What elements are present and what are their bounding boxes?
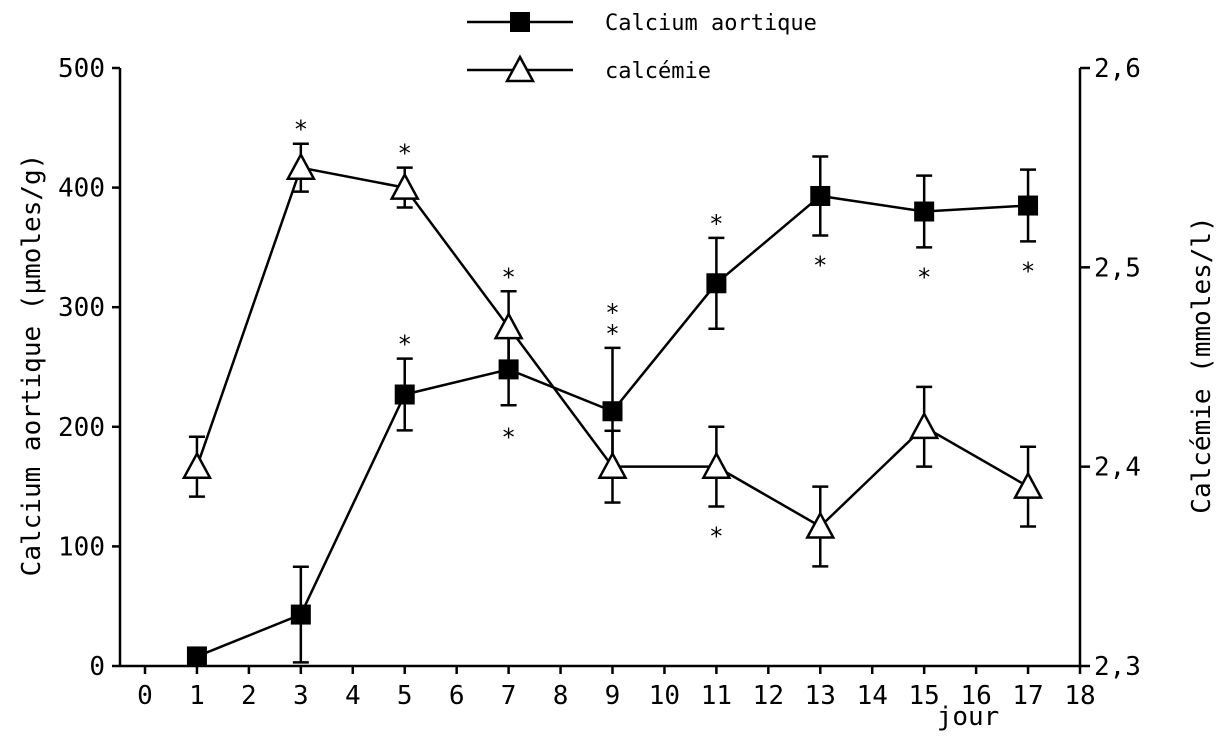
series-group: ***** * ****** xyxy=(181,116,1044,667)
significance-star: * xyxy=(397,140,411,168)
y-left-tick-label: 400 xyxy=(58,174,105,204)
legend: Calcium aortique calcémie xyxy=(467,11,817,84)
x-tick-label: 18 xyxy=(1064,681,1095,711)
x-tick-label: 6 xyxy=(449,681,465,711)
series-calcium-aortique: ***** * * xyxy=(186,155,1039,667)
y-right-tick-label: 2,4 xyxy=(1094,453,1141,483)
y-right-tick-label: 2,6 xyxy=(1094,54,1141,84)
series-calcemie: ***** xyxy=(181,116,1044,568)
significance-star: * xyxy=(813,251,827,279)
data-point-triangle xyxy=(701,451,732,479)
data-point-triangle xyxy=(805,510,836,539)
significance-star: * xyxy=(709,210,723,238)
y-right-tick-label: 2,5 xyxy=(1094,253,1141,283)
significance-star: * xyxy=(294,116,308,144)
data-point-square xyxy=(290,604,311,625)
data-point-square xyxy=(394,384,415,405)
x-tick-label: 2 xyxy=(241,681,257,711)
x-tick-label: 7 xyxy=(501,681,517,711)
y-left-tick-label: 300 xyxy=(58,293,105,323)
y-left-tick-label: 100 xyxy=(58,532,105,562)
x-tick-label: 9 xyxy=(605,681,621,711)
y-right-tick-label: 2,3 xyxy=(1094,652,1141,682)
axes-group: 0 1 2 3 4 5 6 7 8 9 10 11 12 13 14 15 16 17 18010020030040… xyxy=(58,54,1141,711)
significance-star: * xyxy=(605,299,619,327)
data-point-triangle xyxy=(493,311,524,340)
significance-star: * xyxy=(709,523,723,551)
data-point-triangle xyxy=(597,451,628,479)
x-tick-label: 12 xyxy=(753,681,784,711)
x-tick-label: 13 xyxy=(805,681,836,711)
x-tick-label: 8 xyxy=(553,681,569,711)
data-point-triangle xyxy=(389,171,420,200)
data-point-square xyxy=(706,273,727,294)
y-left-tick-label: 0 xyxy=(89,652,105,682)
data-point-triangle xyxy=(181,451,213,479)
data-point-square xyxy=(914,201,935,222)
x-tick-label: 17 xyxy=(1012,681,1043,711)
y-left-tick-label: 500 xyxy=(58,54,105,84)
data-point-square xyxy=(1018,195,1039,216)
y-left-tick-label: 200 xyxy=(58,413,105,443)
x-tick-label: 16 xyxy=(960,681,991,711)
significance-star: * xyxy=(501,423,515,451)
data-point-square xyxy=(186,646,207,667)
x-tick-label: 15 xyxy=(909,681,940,711)
legend-label: Calcium aortique xyxy=(605,11,817,36)
significance-star: * xyxy=(605,320,619,348)
data-point-square xyxy=(602,401,623,422)
x-tick-label: 11 xyxy=(701,681,732,711)
data-point-triangle xyxy=(504,54,536,83)
x-tick-label: 1 xyxy=(189,681,205,711)
legend-label: calcémie xyxy=(605,59,711,84)
significance-star: * xyxy=(1021,257,1035,285)
x-tick-label: 0 xyxy=(137,681,153,711)
significance-star: * xyxy=(501,263,515,291)
significance-star: * xyxy=(917,263,931,291)
data-point-triangle xyxy=(909,411,940,440)
data-point-triangle xyxy=(1012,470,1044,499)
x-axis-title: jour xyxy=(937,702,1000,732)
data-point-square xyxy=(498,359,519,380)
x-tick-label: 14 xyxy=(857,681,888,711)
x-tick-label: 10 xyxy=(649,681,680,711)
y-axis-right-title: Calcémie (mmoles/l) xyxy=(1187,216,1217,513)
data-point-triangle xyxy=(285,152,316,180)
data-point-square xyxy=(510,12,530,32)
x-tick-label: 4 xyxy=(345,681,361,711)
y-axis-left-title: Calcium aortique (µmoles/g) xyxy=(17,154,47,577)
data-point-square xyxy=(810,185,831,206)
x-tick-label: 3 xyxy=(293,681,309,711)
x-tick-label: 5 xyxy=(397,681,413,711)
significance-star: * xyxy=(397,331,411,359)
